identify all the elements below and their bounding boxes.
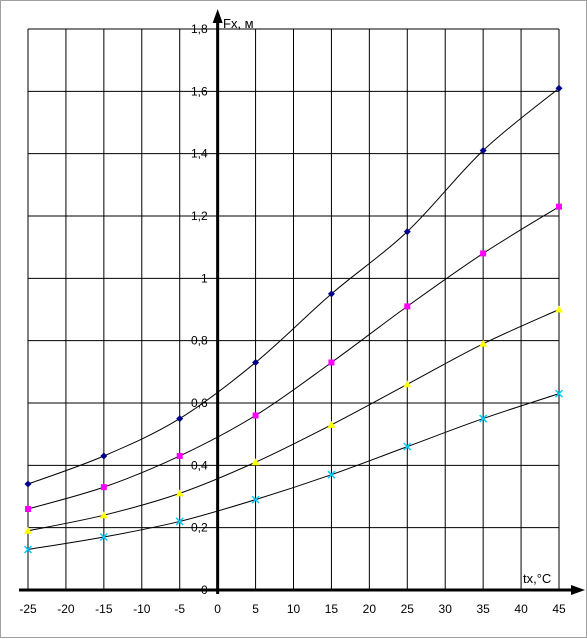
- data-point-series-3: [99, 511, 108, 519]
- data-point-series-1: [100, 452, 108, 460]
- data-point-series-2: [404, 303, 411, 310]
- data-point-series-2: [556, 203, 562, 210]
- x-tick-label: 15: [325, 602, 339, 616]
- data-point-series-4: [23, 545, 33, 554]
- data-point-series-4: [479, 414, 488, 423]
- y-axis-arrow: [212, 9, 223, 23]
- data-point-series-4: [403, 442, 412, 451]
- x-axis-arrow: [571, 585, 585, 595]
- x-tick-label: -5: [174, 602, 185, 616]
- data-point-series-2: [480, 250, 487, 257]
- data-point-series-3: [327, 420, 336, 428]
- axes: [19, 9, 585, 595]
- data-point-series-3: [24, 526, 32, 534]
- data-point-series-4: [175, 517, 184, 526]
- x-tick-labels: -25 -20 -15 -10 -5 0 5 10 15 20 25 30 35 40 45: [19, 602, 566, 616]
- data-point-series-1: [327, 290, 335, 298]
- series-line-3: [27, 309, 560, 532]
- x-tick-label: 45: [552, 602, 566, 616]
- series-line-2: [27, 206, 560, 510]
- y-tick-label: 0,4: [191, 458, 208, 472]
- data-point-series-3: [175, 489, 184, 497]
- x-tick-label: 30: [439, 602, 453, 616]
- grid: [27, 28, 560, 590]
- x-tick-label: -15: [95, 602, 113, 616]
- y-tick-labels: 0 0,2 0,4 0,6 0,8 1 1,2 1,4 1,6 1,8: [191, 22, 208, 597]
- data-point-series-3: [403, 380, 412, 388]
- data-point-series-1: [24, 480, 32, 488]
- y-tick-label: 0,2: [191, 521, 208, 535]
- data-point-series-1: [176, 415, 184, 423]
- data-point-series-4: [251, 495, 260, 504]
- y-tick-label: 1: [201, 271, 208, 285]
- data-point-series-3: [251, 458, 260, 466]
- data-point-series-2: [100, 484, 107, 491]
- y-tick-label: 0,8: [191, 334, 208, 348]
- data-point-series-3: [479, 339, 488, 347]
- y-tick-label: 0: [201, 583, 208, 597]
- data-point-series-2: [176, 452, 183, 459]
- data-point-series-1: [479, 147, 487, 155]
- x-tick-label: -10: [133, 602, 151, 616]
- y-tick-label: 1,8: [191, 22, 208, 36]
- y-tick-label: 1,2: [191, 209, 208, 223]
- x-tick-label: -20: [57, 602, 75, 616]
- x-tick-label: 5: [252, 602, 259, 616]
- data-point-series-3: [555, 305, 563, 313]
- data-point-series-1: [555, 84, 563, 92]
- data-point-series-4: [99, 532, 108, 542]
- series-lines: [27, 87, 560, 550]
- y-tick-label: 1,6: [191, 84, 208, 98]
- data-point-series-4: [327, 470, 336, 479]
- y-axis-label: Fx, м: [223, 16, 254, 31]
- x-tick-label: 20: [363, 602, 377, 616]
- data-point-series-2: [25, 505, 31, 512]
- data-point-series-1: [403, 228, 411, 236]
- data-point-series-4: [554, 389, 564, 398]
- x-tick-label: 0: [214, 602, 221, 616]
- x-tick-label: 40: [514, 602, 528, 616]
- x-tick-label: 25: [401, 602, 415, 616]
- data-point-series-1: [252, 358, 260, 366]
- y-tick-label: 0,6: [191, 396, 208, 410]
- x-tick-label: -25: [19, 602, 37, 616]
- x-tick-label: 35: [476, 602, 490, 616]
- y-tick-label: 1,4: [191, 147, 208, 161]
- x-axis-label: tx,°C: [523, 571, 551, 586]
- series-line-4: [27, 393, 560, 550]
- x-tick-label: 10: [287, 602, 301, 616]
- data-point-series-2: [252, 412, 259, 419]
- data-point-series-2: [328, 359, 335, 366]
- series-markers: [23, 84, 564, 554]
- series-line-1: [27, 87, 560, 485]
